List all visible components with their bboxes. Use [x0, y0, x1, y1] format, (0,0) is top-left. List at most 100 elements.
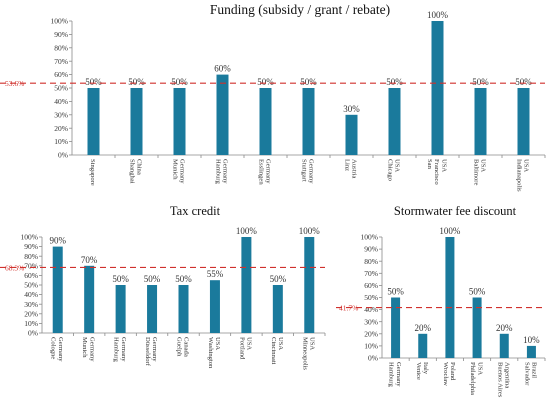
category-label-line: Germany: [222, 159, 229, 184]
category-label-line: Germany: [57, 337, 64, 362]
category-label: Guelph Canada: [176, 337, 190, 357]
category-label-line: Baltimore: [473, 159, 480, 185]
bar: [499, 333, 509, 358]
category-label: Buenos Aires Argentina: [496, 362, 510, 398]
chart-tax-credit: Tax credit0%10%20%30%40%50%60%70%80%90%1…: [0, 204, 326, 370]
y-tick-label: 20%: [24, 309, 38, 318]
data-label: 100%: [299, 226, 321, 236]
data-label: 50%: [175, 274, 192, 284]
data-label: 100%: [439, 226, 461, 236]
category-label-line: USA: [246, 337, 253, 350]
y-tick-label: 100%: [361, 233, 379, 242]
y-tick-label: 40%: [364, 305, 378, 314]
category-label-line: USA: [308, 337, 315, 350]
category-label-line: Munich: [81, 337, 88, 358]
category-label-line: Francisco: [433, 159, 440, 185]
data-label: 50%: [469, 287, 486, 297]
data-label: 50%: [300, 77, 317, 87]
y-tick-label: 40%: [24, 290, 38, 299]
category-label-line: Munich: [172, 159, 179, 180]
data-label: 50%: [171, 77, 188, 87]
mean-label: 41.7%: [339, 304, 358, 313]
category-label: Hamburg Germany: [388, 362, 402, 387]
category-label: Minneapolis USA: [301, 337, 315, 370]
category-label-line: Germany: [265, 159, 272, 184]
data-label: 20%: [415, 323, 432, 333]
y-tick-label: 80%: [364, 257, 378, 266]
y-tick-label: 10%: [24, 319, 38, 328]
category-label-line: Germany: [88, 337, 95, 362]
category-label-line: Philadelphia: [469, 362, 476, 395]
data-label: 50%: [270, 274, 287, 284]
category-label-line: Argentina: [503, 362, 510, 388]
data-label: 60%: [214, 64, 231, 74]
bar: [115, 285, 126, 333]
category-label-line: Wrocław: [442, 362, 449, 386]
chart-funding: Funding (subsidy / grant / rebate) 0% 10% 2…: [0, 2, 546, 192]
bar: [178, 285, 189, 333]
category-label: Salvador Brazil: [523, 362, 537, 386]
bar: [173, 88, 186, 155]
y-tick-label: 10%: [364, 342, 378, 351]
y-tick-label: 90%: [54, 30, 68, 39]
data-label: 50%: [515, 77, 532, 87]
y-tick-label: 0%: [28, 329, 38, 338]
category-label: Stuttgart Germany: [301, 159, 315, 184]
category-label: Baltimore USA: [473, 159, 487, 185]
category-label-line: USA: [277, 337, 284, 350]
bar: [445, 237, 455, 358]
category-label: Cologne Germany: [50, 337, 64, 362]
category-label: San Francisco USA: [426, 159, 447, 185]
data-label: 50%: [85, 77, 102, 87]
y-tick-label: 60%: [364, 281, 378, 290]
data-label: 50%: [472, 77, 489, 87]
category-label: Singapore: [89, 159, 96, 186]
y-tick-label: 100%: [51, 17, 69, 26]
y-tick-label: 30%: [364, 317, 378, 326]
category-label: Munich Germany: [172, 159, 186, 184]
category-label-line: Salvador: [523, 362, 530, 386]
data-label: 30%: [343, 104, 360, 114]
category-label-line: Esslingen: [258, 159, 265, 185]
y-tick-label: 80%: [54, 43, 68, 52]
y-tick-label: 70%: [24, 261, 38, 270]
category-label-line: Shanghai: [129, 159, 136, 184]
category-label-line: USA: [480, 159, 487, 172]
y-tick-label: 50%: [364, 293, 378, 302]
category-label: Esslingen Germany: [258, 159, 272, 185]
category-label-line: USA: [523, 159, 530, 172]
y-tick-label: 0%: [58, 151, 68, 160]
bar: [302, 88, 315, 155]
category-label-line: San: [426, 159, 433, 170]
mean-label: 53.6%: [5, 79, 24, 88]
category-label-line: Germany: [151, 337, 158, 362]
category-label-line: USA: [214, 337, 221, 350]
category-label-line: Cologne: [50, 337, 57, 359]
category-label-line: Cincinnati: [270, 337, 277, 365]
category-label-line: Germany: [395, 362, 402, 387]
chart-title: Tax credit: [170, 204, 221, 218]
y-tick-label: 50%: [24, 281, 38, 290]
y-tick-label: 50%: [54, 84, 68, 93]
y-tick-label: 90%: [364, 245, 378, 254]
y-tick-label: 60%: [24, 271, 38, 280]
category-label-line: Austria: [351, 159, 358, 178]
chart-stormwater-fee-discount: Stormwater fee discount 0% 10% 20% 30% 40% 50%…: [336, 204, 546, 398]
category-label-line: Canada: [183, 337, 190, 357]
data-label: 90%: [49, 236, 66, 246]
bar: [147, 285, 158, 333]
category-label-line: Hamburg: [215, 159, 222, 184]
category-label-line: Portland: [238, 337, 245, 360]
chart-title: Funding (subsidy / grant / rebate): [210, 2, 390, 17]
data-label: 50%: [387, 287, 404, 297]
category-label-line: Brazil: [531, 362, 538, 378]
category-label-line: Hamburg: [388, 362, 395, 387]
category-label-line: Italy: [422, 362, 429, 375]
category-label-line: Washington: [207, 337, 214, 369]
y-tick-label: 70%: [364, 269, 378, 278]
bar: [304, 237, 315, 333]
category-label: Linz Austria: [344, 159, 358, 178]
category-label-line: Düsseldorf: [144, 337, 151, 367]
y-tick-label: 40%: [54, 97, 68, 106]
